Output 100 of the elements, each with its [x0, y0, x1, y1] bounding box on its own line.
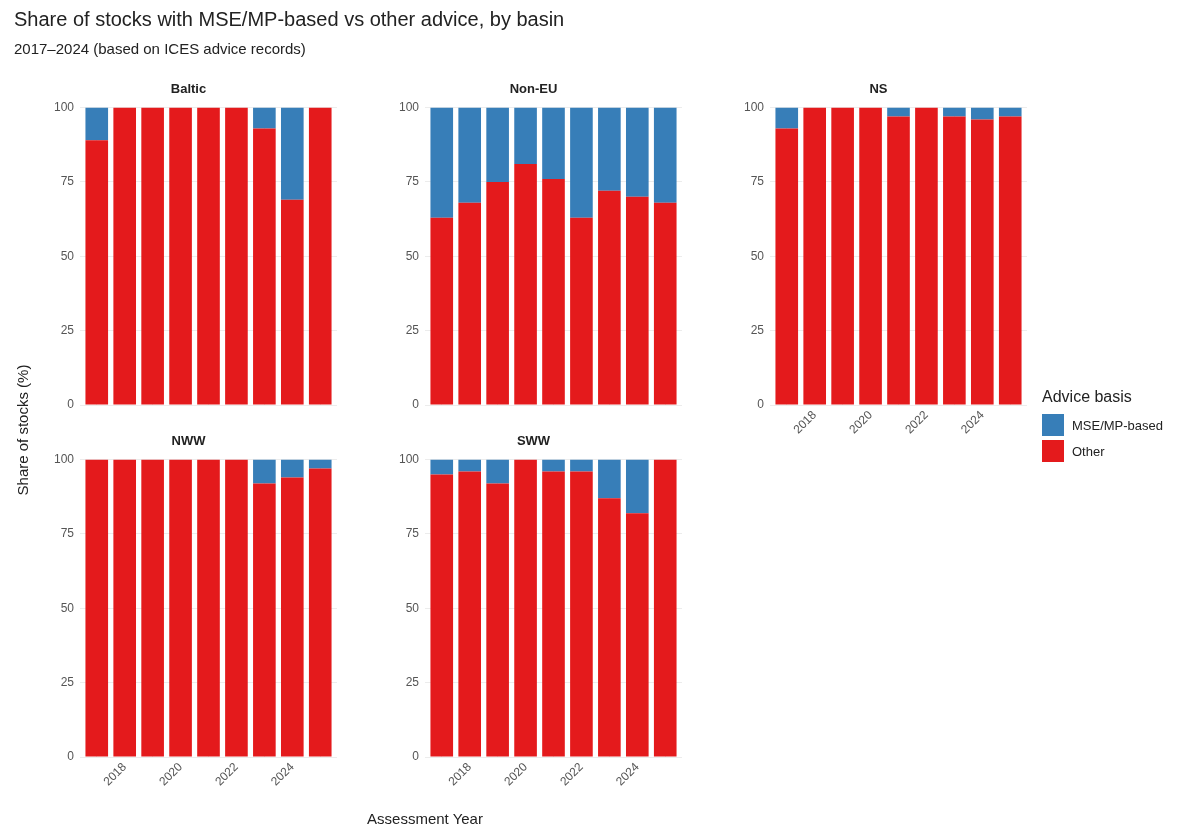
bar — [169, 459, 192, 757]
bar — [308, 459, 332, 469]
bar — [197, 459, 220, 757]
bar — [169, 107, 192, 405]
bar — [570, 217, 593, 405]
bar — [430, 107, 454, 218]
bar — [486, 483, 509, 757]
bar — [197, 107, 220, 405]
bar — [653, 202, 677, 405]
text: Share of stocks with MSE/MP-based vs other advice, by basin — [14, 8, 565, 31]
y-tick-label: 75 — [750, 174, 765, 189]
y-tick-label: 0 — [757, 397, 765, 412]
bar — [253, 107, 276, 129]
bar — [625, 459, 649, 514]
y-tick-label: 0 — [67, 397, 75, 412]
y-tick-label: 25 — [405, 674, 420, 689]
bar — [486, 181, 509, 405]
y-axis-title: Share of stocks (%) — [13, 364, 31, 496]
bar — [887, 116, 910, 405]
bar — [486, 459, 509, 484]
bar — [542, 459, 565, 472]
bar — [998, 107, 1022, 117]
text: 2017–2024 (based on ICES advice records) — [14, 40, 306, 57]
bar — [253, 483, 276, 757]
bar — [308, 107, 332, 405]
y-tick-label: 75 — [405, 526, 420, 541]
bar — [85, 459, 109, 757]
legend-label: Other — [1072, 443, 1105, 459]
y-tick-label: 25 — [750, 322, 765, 337]
bar — [514, 164, 537, 405]
bar — [859, 107, 882, 405]
y-tick-label: 75 — [405, 174, 420, 189]
bar — [598, 107, 621, 191]
y-tick-label: 50 — [60, 600, 75, 615]
bar — [430, 474, 454, 757]
bar — [458, 459, 482, 472]
bar — [225, 459, 248, 757]
bar — [775, 107, 799, 129]
bar — [915, 107, 938, 405]
bar — [998, 116, 1022, 405]
y-tick-label: 50 — [750, 248, 765, 263]
bar — [113, 107, 137, 405]
bar — [803, 107, 827, 405]
bar — [570, 459, 593, 472]
chart-title: SWW — [516, 433, 551, 449]
bar — [430, 217, 454, 405]
bar — [542, 107, 565, 179]
legend-label: MSE/MP-based — [1072, 417, 1164, 433]
bar — [280, 477, 304, 757]
bar — [887, 107, 910, 117]
chart-title: NS — [869, 81, 888, 97]
bar — [943, 107, 966, 117]
y-tick-label: 100 — [398, 99, 420, 114]
bar — [970, 119, 994, 405]
bar — [542, 471, 565, 757]
bar — [514, 107, 537, 165]
y-tick-label: 50 — [405, 248, 420, 263]
y-tick-label: 25 — [60, 322, 75, 337]
y-tick-label: 50 — [60, 248, 75, 263]
y-tick-label: 0 — [412, 397, 420, 412]
y-tick-label: 75 — [60, 174, 75, 189]
bar — [308, 468, 332, 757]
bar — [141, 107, 164, 405]
bar — [831, 107, 854, 405]
bar — [458, 107, 482, 203]
y-tick-label: 0 — [67, 749, 75, 764]
bar — [625, 107, 649, 197]
y-tick-label: 100 — [743, 99, 765, 114]
bar — [653, 107, 677, 203]
bar — [775, 128, 799, 405]
bar — [458, 202, 482, 405]
bar — [280, 107, 304, 200]
bar — [280, 459, 304, 478]
bar — [430, 459, 454, 475]
bar — [253, 459, 276, 484]
bar — [514, 459, 537, 757]
bar — [598, 190, 621, 405]
bar — [85, 107, 109, 141]
y-tick-label: 25 — [60, 674, 75, 689]
x-axis-title: Assessment Year — [367, 810, 483, 827]
y-tick-label: 100 — [398, 451, 420, 466]
y-tick-label: 75 — [60, 526, 75, 541]
y-tick-label: 25 — [405, 322, 420, 337]
bar — [653, 459, 677, 757]
bar — [625, 196, 649, 405]
bar — [458, 471, 482, 757]
bar — [542, 178, 565, 405]
bar — [943, 116, 966, 405]
bar — [253, 128, 276, 405]
bar — [141, 459, 164, 757]
y-tick-label: 100 — [53, 99, 75, 114]
bar — [225, 107, 248, 405]
y-tick-label: 0 — [412, 749, 420, 764]
y-tick-label: 50 — [405, 600, 420, 615]
legend-title: Advice basis — [1042, 388, 1133, 406]
bar — [970, 107, 994, 120]
bar — [598, 498, 621, 757]
bar — [280, 199, 304, 405]
bar — [598, 459, 621, 499]
chart-title: Baltic — [170, 81, 207, 97]
